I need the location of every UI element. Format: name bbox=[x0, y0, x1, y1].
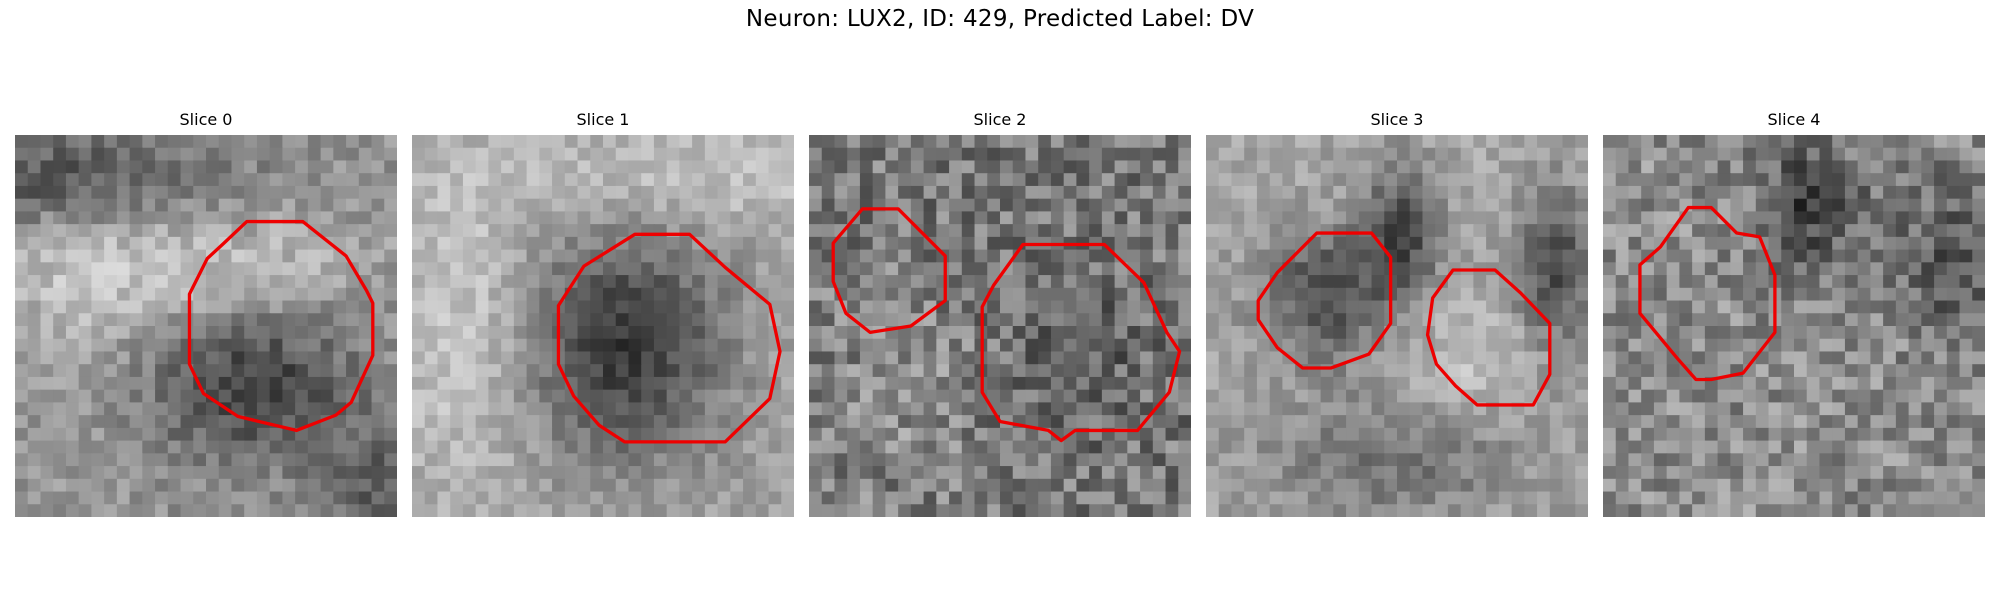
roi-outline bbox=[1425, 268, 1552, 407]
roi-outline bbox=[831, 207, 947, 335]
roi-outline bbox=[980, 242, 1182, 443]
slice-title-0: Slice 0 bbox=[179, 110, 233, 129]
figure-title: Neuron: LUX2, ID: 429, Predicted Label: … bbox=[745, 6, 1255, 32]
roi-outline bbox=[556, 232, 782, 444]
slice-image-0 bbox=[15, 135, 397, 517]
slice-title-1: Slice 1 bbox=[576, 110, 630, 129]
microscopy-pixels bbox=[412, 135, 794, 517]
roi-outline bbox=[1256, 231, 1393, 370]
slice-title-2: Slice 2 bbox=[973, 110, 1027, 129]
microscopy-pixels bbox=[1206, 135, 1588, 517]
microscopy-pixels bbox=[809, 135, 1191, 517]
slice-title-3: Slice 3 bbox=[1370, 110, 1424, 129]
slice-image-2 bbox=[809, 135, 1191, 517]
slice-image-1 bbox=[412, 135, 794, 517]
slice-image-4 bbox=[1603, 135, 1985, 517]
slice-title-4: Slice 4 bbox=[1767, 110, 1821, 129]
microscopy-pixels bbox=[1603, 135, 1985, 517]
slice-image-3 bbox=[1206, 135, 1588, 517]
roi-outline bbox=[187, 219, 375, 433]
microscopy-pixels bbox=[15, 135, 397, 517]
roi-outline bbox=[1638, 205, 1777, 382]
